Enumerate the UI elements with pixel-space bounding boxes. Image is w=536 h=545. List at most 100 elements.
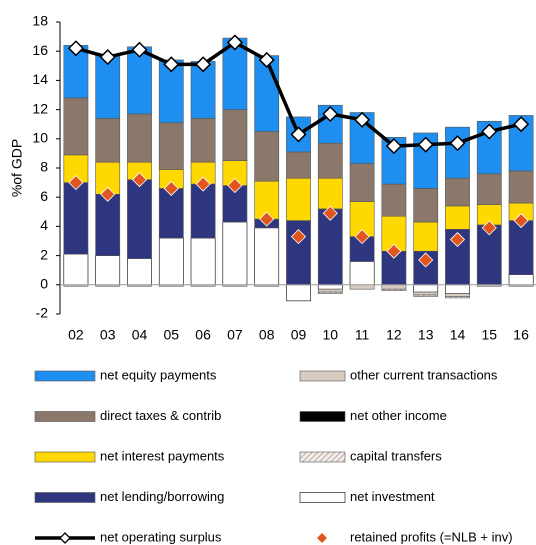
bar (413, 294, 439, 297)
legend-label: net other income (350, 408, 447, 423)
line-marker (449, 135, 466, 152)
bar (445, 284, 470, 294)
bar (413, 221, 439, 252)
scatter-point (418, 252, 434, 268)
bar (190, 118, 216, 163)
bar (445, 177, 470, 207)
bar (445, 126, 470, 179)
bar (381, 284, 407, 290)
legend-label: net investment (350, 489, 435, 504)
bar (127, 113, 152, 163)
bar (476, 173, 502, 205)
scatter-point (195, 176, 211, 192)
legend-swatch (299, 492, 346, 503)
scatter-point (227, 177, 243, 194)
line-marker (67, 40, 84, 57)
legend-label: other current transactions (350, 367, 498, 382)
scatter-point (100, 186, 116, 202)
bar (95, 118, 121, 163)
line-marker (226, 34, 243, 51)
legend-swatch (34, 411, 96, 422)
x-tick-label: 12 (386, 327, 402, 343)
legend-label: net operating surplus (100, 529, 222, 544)
x-tick-label: 07 (227, 327, 243, 343)
bar (317, 284, 343, 290)
legend-label: capital transfers (350, 448, 442, 463)
scatter-point (131, 172, 148, 188)
x-tick-label: 09 (291, 327, 307, 343)
bar (413, 188, 439, 223)
bar (63, 97, 89, 156)
legend-label: retained profits (=NLB + inv) (350, 529, 513, 544)
bar (317, 142, 343, 179)
y-tick-label: 2 (40, 246, 48, 262)
y-tick-label: 6 (40, 188, 48, 204)
x-tick-label: 04 (132, 327, 148, 343)
bar (508, 274, 534, 286)
bar (158, 122, 184, 170)
line-marker (163, 56, 180, 73)
bar (222, 109, 248, 161)
x-tick-label: 15 (482, 327, 498, 343)
scatter-point (481, 220, 497, 236)
y-tick-label: 14 (32, 71, 48, 87)
y-tick-label: 8 (40, 159, 48, 175)
bar (63, 182, 89, 255)
x-tick-label: 06 (195, 327, 211, 343)
y-tick-label: 12 (32, 100, 48, 116)
line-marker (354, 111, 371, 128)
bar (127, 179, 152, 259)
legend-label: net equity payments (100, 367, 217, 382)
y-tick-label: 18 (32, 13, 48, 29)
line-marker (99, 48, 116, 66)
bar (445, 293, 470, 297)
line-marker (385, 138, 402, 155)
bar (349, 261, 375, 286)
line-marker (513, 116, 530, 133)
bar (222, 221, 248, 286)
legend-label: net lending/borrowing (100, 489, 224, 504)
legend-swatch (34, 370, 96, 382)
bar (349, 163, 375, 202)
bar (127, 258, 152, 286)
bar (95, 193, 121, 256)
x-tick-label: 03 (100, 327, 116, 343)
line-marker (195, 56, 212, 73)
line-marker (417, 136, 434, 153)
bar (127, 46, 152, 115)
y-tick-label: 4 (40, 217, 48, 233)
line-marker (290, 126, 307, 143)
bar (381, 288, 407, 291)
y-tick-label: -2 (36, 305, 49, 321)
y-axis-label: %of GDP (9, 139, 25, 197)
legend-swatch (299, 411, 346, 422)
scatter-point (68, 175, 84, 191)
bar (317, 288, 343, 293)
scatter-point (513, 212, 529, 229)
legend-swatch (34, 492, 96, 503)
bar (254, 131, 280, 182)
x-tick-label: 10 (323, 327, 339, 343)
bar (95, 55, 121, 119)
bar (190, 183, 216, 239)
line-marker (481, 123, 498, 140)
bar (508, 220, 534, 275)
legend-swatch (34, 451, 96, 463)
bar (190, 237, 216, 286)
x-tick-label: 11 (355, 327, 370, 343)
scatter-point (163, 180, 179, 197)
bar (381, 183, 407, 217)
bar (286, 177, 311, 221)
bar (317, 177, 343, 210)
bar (158, 188, 184, 239)
line-marker (322, 105, 339, 123)
x-tick-label: 13 (418, 327, 434, 343)
x-tick-label: 05 (164, 327, 180, 343)
bar (158, 237, 184, 286)
bar (413, 291, 439, 296)
scatter-point (259, 211, 275, 227)
y-tick-label: 16 (32, 42, 48, 58)
x-tick-label: 16 (513, 327, 529, 343)
bar (158, 59, 184, 124)
